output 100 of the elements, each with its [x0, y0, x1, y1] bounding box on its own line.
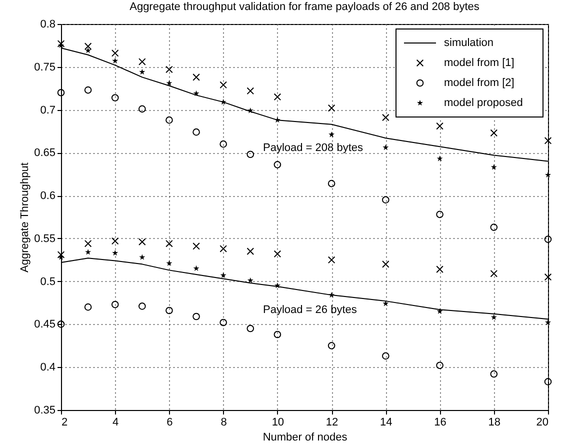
point	[111, 50, 119, 57]
point	[166, 80, 172, 86]
point	[490, 224, 498, 231]
point	[84, 240, 92, 248]
point	[490, 270, 498, 278]
chart-title: Aggregate throughput validation for frame payloads of 26 and 208 bytes	[130, 1, 480, 13]
point	[274, 161, 282, 168]
annotation: Payload = 208 bytes	[263, 142, 364, 154]
legend-label: simulation	[444, 37, 494, 49]
annotation: Payload = 26 bytes	[263, 304, 358, 316]
y-tick-label: 0.45	[34, 318, 56, 331]
point	[112, 58, 118, 64]
point	[436, 210, 444, 218]
y-axis-title: Aggregate Throughput	[19, 162, 32, 272]
point	[166, 116, 173, 124]
point	[220, 318, 227, 326]
point	[192, 128, 200, 136]
point	[436, 122, 444, 130]
point	[436, 362, 444, 370]
point	[111, 300, 119, 308]
y-tick-label: 0.75	[34, 61, 56, 74]
point	[328, 292, 335, 298]
point	[138, 105, 146, 113]
point	[138, 302, 146, 310]
x-tick-label: 14	[380, 416, 392, 428]
point	[138, 58, 146, 66]
x-tick-label: 12	[326, 416, 338, 428]
legend-label: model proposed	[444, 97, 523, 109]
y-tick-label: 0.8	[40, 18, 56, 30]
point	[166, 66, 173, 74]
point	[490, 129, 498, 137]
point	[85, 249, 92, 255]
y-tick-label: 0.7	[40, 104, 56, 116]
point	[490, 314, 497, 320]
point	[544, 136, 552, 144]
point	[193, 265, 200, 272]
point	[436, 156, 443, 162]
point	[246, 324, 254, 332]
point	[382, 196, 390, 204]
point	[274, 93, 282, 101]
point	[246, 87, 254, 95]
point	[544, 319, 552, 326]
y-tick-label: 0.4	[40, 362, 56, 374]
point	[166, 260, 172, 266]
point	[220, 81, 227, 89]
x-tick-label: 16	[434, 416, 446, 428]
x-tick-label: 20	[536, 416, 548, 428]
point	[57, 320, 65, 328]
point	[246, 150, 254, 158]
point	[274, 250, 282, 258]
x-tick-label: 2	[62, 416, 68, 428]
point	[220, 140, 227, 148]
point	[382, 352, 390, 360]
point	[274, 330, 282, 338]
legend-label: model from [1]	[444, 57, 514, 69]
point	[246, 248, 254, 255]
point	[382, 144, 389, 150]
point	[544, 172, 552, 178]
point	[328, 131, 335, 138]
y-tick-label: 0.65	[34, 147, 56, 160]
point	[544, 378, 552, 386]
point	[85, 47, 92, 54]
point	[166, 240, 173, 248]
point	[436, 266, 444, 273]
point	[139, 68, 146, 75]
point	[490, 164, 497, 170]
point	[328, 256, 336, 264]
point	[247, 107, 254, 114]
point	[328, 104, 336, 112]
point	[111, 237, 119, 245]
point	[490, 370, 498, 378]
point	[220, 272, 226, 278]
y-tick-label: 0.35	[34, 404, 56, 416]
point	[111, 94, 119, 102]
point	[84, 42, 92, 50]
point	[57, 88, 65, 96]
point	[57, 251, 65, 258]
y-tick-label: 0.6	[40, 190, 56, 202]
point	[328, 180, 336, 188]
point	[382, 260, 390, 268]
point	[138, 238, 146, 246]
point	[192, 74, 200, 81]
point	[84, 303, 92, 311]
point	[436, 308, 443, 314]
point	[544, 236, 552, 243]
point	[193, 90, 200, 96]
point	[247, 277, 254, 284]
x-tick-label: 4	[112, 416, 119, 428]
point	[166, 306, 173, 314]
point	[192, 312, 200, 320]
x-axis-title: Number of nodes	[262, 432, 348, 444]
point	[382, 114, 390, 122]
point	[328, 342, 336, 350]
point	[112, 250, 118, 256]
legend-label: model from [2]	[444, 77, 514, 89]
point	[382, 300, 389, 306]
x-tick-label: 6	[166, 416, 173, 428]
point	[544, 273, 552, 281]
x-tick-label: 8	[220, 416, 227, 428]
point	[274, 282, 280, 288]
